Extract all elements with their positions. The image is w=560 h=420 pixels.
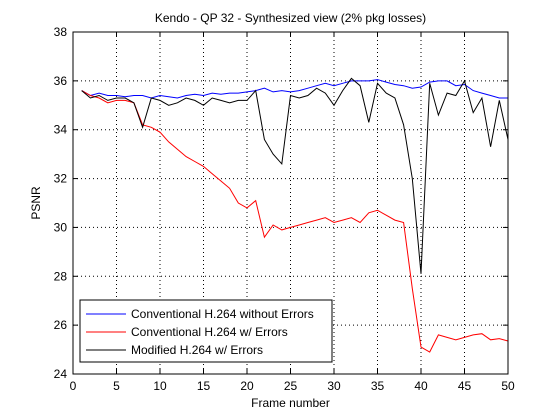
x-tick-label: 50 — [501, 379, 515, 393]
x-tick-label: 30 — [327, 379, 341, 393]
legend-label: Conventional H.264 w/ Errors — [131, 325, 288, 339]
axis-ticks: 0 5 10 15 20 25 30 35 40 45 50 24 26 28 30 32 34 36 38 — [54, 25, 515, 393]
x-tick-label: 20 — [240, 379, 254, 393]
x-tick-label: 35 — [371, 379, 385, 393]
y-tick-label: 24 — [54, 367, 68, 381]
x-tick-label: 25 — [284, 379, 298, 393]
legend-label: Conventional H.264 without Errors — [131, 307, 314, 321]
x-tick-label: 0 — [70, 379, 77, 393]
y-tick-label: 26 — [54, 318, 68, 332]
series-line-3 — [81, 77, 509, 274]
chart-title: Kendo - QP 32 - Synthesized view (2% pkg… — [155, 11, 426, 25]
y-tick-label: 30 — [54, 220, 68, 234]
y-tick-label: 38 — [54, 25, 68, 39]
x-tick-label: 10 — [153, 379, 167, 393]
y-tick-label: 28 — [54, 269, 68, 283]
legend-box — [79, 299, 333, 363]
series-line-2 — [81, 90, 509, 353]
series-line-1 — [81, 79, 508, 99]
x-tick-label: 40 — [414, 379, 428, 393]
y-tick-label: 34 — [54, 123, 68, 137]
legend-label: Modified H.264 w/ Errors — [131, 343, 263, 357]
x-tick-label: 45 — [458, 379, 472, 393]
x-tick-label: 5 — [113, 379, 120, 393]
series-layer — [81, 77, 509, 353]
y-tick-label: 36 — [54, 74, 68, 88]
y-tick-label: 32 — [54, 172, 68, 186]
legend: Conventional H.264 without Errors Convent… — [79, 299, 333, 363]
y-axis-title: PSNR — [29, 186, 43, 220]
x-axis-title: Frame number — [251, 396, 330, 410]
x-tick-label: 15 — [197, 379, 211, 393]
